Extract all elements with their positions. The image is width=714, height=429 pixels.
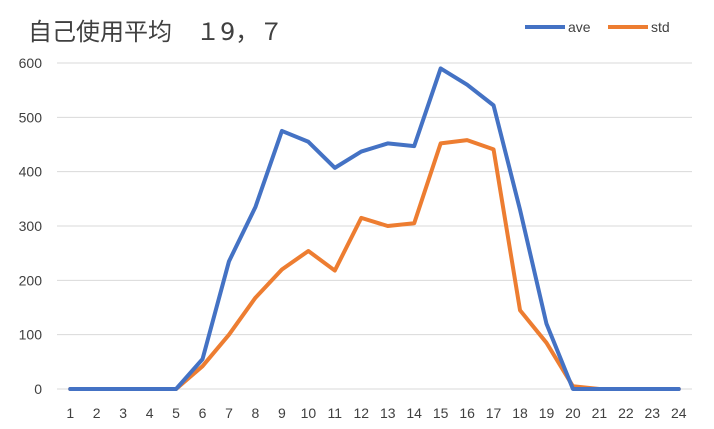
x-tick-label-11: 11: [328, 405, 343, 421]
series-lines: [68, 66, 681, 391]
gridlines: [57, 62, 692, 390]
y-axis-ticks: 0 100 200 300 400 500 600: [19, 55, 43, 397]
y-tick-label-500: 500: [19, 109, 43, 125]
x-tick-label-17: 17: [486, 405, 502, 421]
x-tick-label-21: 21: [592, 405, 608, 421]
x-tick-label-13: 13: [380, 405, 396, 421]
legend: ave std: [525, 19, 670, 35]
x-tick-label-10: 10: [301, 405, 317, 421]
x-axis-ticks: 1 2 3 4 5 6 7 8 9 10 11 12 13 14 15 16 17 18 19 20 21 22 23 24: [66, 405, 686, 421]
x-tick-label-2: 2: [93, 405, 101, 421]
x-tick-label-16: 16: [459, 405, 475, 421]
x-tick-label-12: 12: [353, 405, 369, 421]
x-tick-label-7: 7: [225, 405, 233, 421]
x-tick-label-5: 5: [172, 405, 180, 421]
series-line-ave: [68, 66, 681, 391]
x-tick-label-24: 24: [671, 405, 687, 421]
x-tick-label-4: 4: [146, 405, 154, 421]
y-tick-label-100: 100: [19, 327, 43, 343]
x-tick-label-20: 20: [565, 405, 581, 421]
x-tick-label-8: 8: [252, 405, 260, 421]
x-tick-label-15: 15: [433, 405, 449, 421]
y-tick-label-200: 200: [19, 272, 43, 288]
y-tick-label-600: 600: [19, 55, 43, 71]
legend-label-std: std: [651, 19, 670, 35]
x-tick-label-14: 14: [406, 405, 422, 421]
legend-label-ave: ave: [568, 19, 591, 35]
y-tick-label-300: 300: [19, 218, 43, 234]
y-tick-label-0: 0: [34, 381, 42, 397]
y-tick-label-400: 400: [19, 164, 43, 180]
x-tick-label-18: 18: [512, 405, 528, 421]
chart-title: 自己使用平均 １9，７: [28, 18, 283, 46]
x-tick-label-9: 9: [278, 405, 286, 421]
x-tick-label-23: 23: [645, 405, 661, 421]
x-tick-label-22: 22: [618, 405, 634, 421]
x-tick-label-1: 1: [66, 405, 74, 421]
x-tick-label-6: 6: [199, 405, 207, 421]
x-tick-label-19: 19: [539, 405, 555, 421]
x-tick-label-3: 3: [119, 405, 127, 421]
